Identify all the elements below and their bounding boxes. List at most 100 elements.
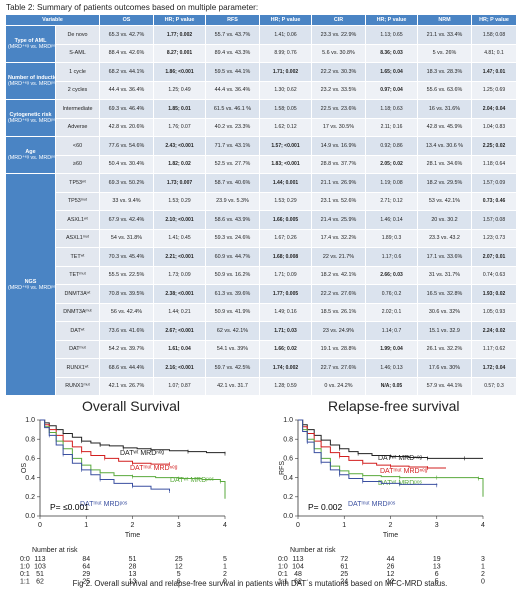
rfs-hr-cell: 1.71; 0.002 bbox=[259, 62, 312, 82]
group-label: Type of AML (MRD⁺ᵉᵍ vs. MRDᵖᵒˢ) bbox=[5, 25, 56, 63]
group-label: Number of inductions(MRD⁺ᵉᵍ vs. MRDᵖᵒˢ) bbox=[5, 62, 56, 100]
nrm-hr-cell: 1.25; 0.69 bbox=[471, 80, 517, 100]
os-hr-cell: 1.44; 0.21 bbox=[153, 302, 206, 322]
table-row: ≥60 50.4 vs. 30.4% 1.82; 0.02 52.5 vs. 27.7… bbox=[6, 154, 517, 174]
table-row: S-AML 88.4 vs. 42.6% 8.27; 0.001 89.4 vs. 4… bbox=[6, 43, 517, 63]
y-tick-label: 0.6 bbox=[25, 456, 35, 463]
rfs-hr-cell: 1.28; 0.59 bbox=[259, 376, 312, 396]
y-tick-label: 0.0 bbox=[283, 513, 293, 520]
risk-count: 24 bbox=[340, 579, 348, 586]
os-header: OS bbox=[99, 14, 154, 26]
risk-count: 62 bbox=[294, 579, 302, 586]
group-name: NGS bbox=[24, 278, 37, 285]
risk-count: 1 bbox=[481, 564, 485, 571]
rfs-hr-cell: 1.71; 0.03 bbox=[259, 321, 312, 341]
os-cell: 42.1 vs. 26.7% bbox=[99, 376, 154, 396]
cir-hr-cell: 2.71; 0.12 bbox=[365, 191, 418, 211]
os-cell: 68.2 vs. 44.1% bbox=[99, 62, 154, 82]
row-label: <60 bbox=[55, 136, 100, 156]
risk-count: 51 bbox=[129, 556, 137, 563]
y-tick-label: 0.4 bbox=[25, 475, 35, 482]
table-row: Number of inductions(MRD⁺ᵉᵍ vs. MRDᵖᵒˢ) 1… bbox=[5, 62, 517, 100]
nrm-hr-cell: 2.24; 0.02 bbox=[471, 321, 517, 341]
risk-table-title: Number at risk bbox=[290, 547, 336, 554]
os-hr-cell: 2.43; <0.001 bbox=[153, 136, 206, 156]
os-cell: 42.8 vs. 20.6% bbox=[99, 117, 154, 137]
row-label: TETʷᵗ bbox=[55, 247, 100, 267]
cir-cell: 19.1 vs. 28.8% bbox=[311, 339, 366, 359]
group-comparison: (MRD⁺ᵉᵍ vs. MRDᵖᵒˢ) bbox=[8, 44, 56, 50]
risk-row-label: 0:1 bbox=[20, 571, 30, 578]
risk-count: 72 bbox=[340, 556, 348, 563]
row-label: S-AML bbox=[55, 43, 100, 63]
series-label: DATʷᵗ MRDⁿᵉᵍ bbox=[120, 450, 164, 457]
x-axis-label: Time bbox=[383, 532, 398, 539]
rfs-cell: 50.9 vs. 16.2% bbox=[205, 265, 260, 285]
variable-header: Variable bbox=[5, 14, 100, 26]
risk-row-label: 0:0 bbox=[278, 556, 288, 563]
row-label: RUNX1ᵐᵘᵗ bbox=[55, 376, 100, 396]
os-hr-cell: 1.73; 0.007 bbox=[153, 173, 206, 193]
rfs-hr-cell: 1.53; 0.29 bbox=[259, 191, 312, 211]
os-hr-header: HR; P value bbox=[153, 14, 206, 26]
nrm-cell: 21.1 vs. 33.4% bbox=[417, 25, 472, 45]
risk-count: 5 bbox=[223, 556, 227, 563]
risk-count: 84 bbox=[82, 556, 90, 563]
os-hr-cell: 2.67; <0.001 bbox=[153, 321, 206, 341]
rfs-hr-cell: 1.58; 0.05 bbox=[259, 99, 312, 119]
rfs-cell: 58.7 vs. 40.6% bbox=[205, 173, 260, 193]
cir-hr-cell: 1.19; 0.08 bbox=[365, 173, 418, 193]
risk-count: 61 bbox=[340, 564, 348, 571]
cir-header: CIR bbox=[311, 14, 366, 26]
risk-count: 6 bbox=[177, 579, 181, 586]
nrm-hr-cell: 1.04; 0.83 bbox=[471, 117, 517, 137]
group-name: Type of AML bbox=[14, 38, 47, 44]
risk-table-title: Number at risk bbox=[32, 547, 78, 554]
rfs-hr-cell: 1.66; 0.02 bbox=[259, 339, 312, 359]
y-tick-label: 0.8 bbox=[25, 436, 35, 443]
rfs-cell: 62 vs. 42.1% bbox=[205, 321, 260, 341]
nrm-cell: 42.8 vs. 45.9% bbox=[417, 117, 472, 137]
cir-cell: 22.5 vs. 23.6% bbox=[311, 99, 366, 119]
rfs-hr-cell: 1.74; 0.002 bbox=[259, 358, 312, 378]
risk-count: 62 bbox=[36, 579, 44, 586]
risk-count: 44 bbox=[387, 556, 395, 563]
rfs-cell: 61.3 vs. 39.6% bbox=[205, 284, 260, 304]
y-axis-label: OS bbox=[21, 463, 28, 473]
rfs-cell: 58.6 vs. 43.9% bbox=[205, 210, 260, 230]
os-cell: 44.4 vs. 36.4% bbox=[99, 80, 154, 100]
cir-hr-cell: 1.65; 0.04 bbox=[365, 62, 418, 82]
os-hr-cell: 2.21; <0.001 bbox=[153, 247, 206, 267]
survival-curve bbox=[298, 419, 483, 459]
os-hr-cell: 1.25; 0.49 bbox=[153, 80, 206, 100]
nrm-hr-cell: 2.07; 0.01 bbox=[471, 247, 517, 267]
figure-caption: Fig 2. Overall survival and relapse-free… bbox=[72, 579, 448, 588]
rfs-hr-cell: 1.77; 0.005 bbox=[259, 284, 312, 304]
outcomes-table: Variable OS HR; P value RFS HR; P value CIR HR… bbox=[5, 14, 517, 396]
group-comparison: (MRD⁺ᵉᵍ vs. MRDᵖᵒˢ) bbox=[8, 155, 56, 161]
cir-hr-cell: 1.17; 0.6 bbox=[365, 247, 418, 267]
x-tick-label: 3 bbox=[435, 522, 439, 529]
table-row: DNMT3Aʷᵗ 70.8 vs. 39.5% 2.38; <0.001 61.3 v… bbox=[6, 284, 517, 304]
risk-row-label: 1:0 bbox=[20, 564, 30, 571]
row-label: TP53ᵐᵘᵗ bbox=[55, 191, 100, 211]
os-hr-cell: 1.61; 0.04 bbox=[153, 339, 206, 359]
nrm-cell: 16.5 vs. 32.8% bbox=[417, 284, 472, 304]
os-hr-cell: 1.76; 0.07 bbox=[153, 117, 206, 137]
rfs-hr-cell: 1.68; 0.008 bbox=[259, 247, 312, 267]
rfs-hr-cell: 1.66; 0.005 bbox=[259, 210, 312, 230]
rfs-hr-cell: 1.67; 0.26 bbox=[259, 228, 312, 248]
nrm-hr-cell: 1.05; 0.93 bbox=[471, 302, 517, 322]
rfs-cell: 52.5 vs. 27.7% bbox=[205, 154, 260, 174]
os-hr-cell: 1.07; 0.87 bbox=[153, 376, 206, 396]
cir-cell: 14.9 vs. 16.9% bbox=[311, 136, 366, 156]
cir-hr-cell: 2.66; 0.03 bbox=[365, 265, 418, 285]
os-hr-cell: 1.41; 0.45 bbox=[153, 228, 206, 248]
rfs-cell: 89.4 vs. 43.3% bbox=[205, 43, 260, 63]
risk-count: 3 bbox=[481, 556, 485, 563]
chart-title: Overall Survival bbox=[82, 398, 181, 414]
row-label: DNMT3Aᵐᵘᵗ bbox=[55, 302, 100, 322]
overall-survival-chart: Overall Survival 0.0 0.2 0.4 0.6 0.8 1.0 0 1 2 3 4… bbox=[0, 398, 260, 586]
table-row: TP53ᵐᵘᵗ 33 vs. 9.4% 1.53; 0.29 23.9 vs. 5.3… bbox=[6, 191, 517, 211]
